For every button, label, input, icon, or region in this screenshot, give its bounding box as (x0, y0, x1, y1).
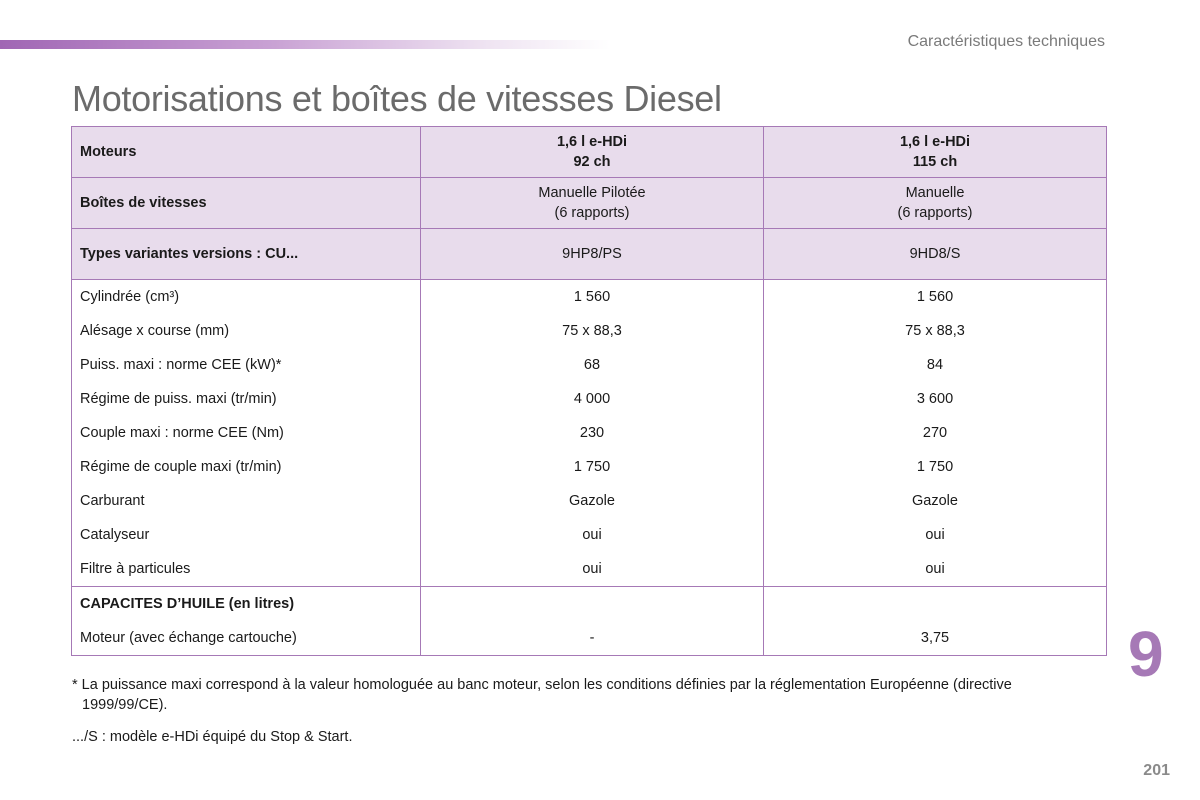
header-cell: 1,6 l e-HDi 92 ch (420, 126, 764, 178)
table-cell: 1 750 (763, 450, 1107, 484)
header-accent-bar (0, 40, 610, 49)
table-cell: 84 (763, 348, 1107, 382)
table-cell: - (420, 621, 764, 656)
row-label: Cylindrée (cm³) (71, 279, 421, 314)
table-cell: 230 (420, 416, 764, 450)
row-label: Carburant (71, 484, 421, 518)
header-cell-line: (6 rapports) (897, 205, 973, 221)
header-cell-line: 1,6 l e-HDi (556, 134, 628, 150)
header-cell-line: 92 ch (573, 154, 611, 170)
table-cell: oui (420, 552, 764, 587)
table-cell: oui (420, 518, 764, 552)
table-cell: 1 750 (420, 450, 764, 484)
row-label: Moteurs (71, 126, 421, 178)
table-cell: 75 x 88,3 (420, 314, 764, 348)
table-header-row: Boîtes de vitesses Manuelle Pilotée (6 r… (71, 177, 1107, 229)
table-cell: Gazole (420, 484, 764, 518)
chapter-number: 9 (1128, 618, 1164, 690)
table-cell: oui (763, 518, 1107, 552)
row-label: Couple maxi : norme CEE (Nm) (71, 416, 421, 450)
table-row: Régime de couple maxi (tr/min) 1 750 1 7… (71, 450, 1107, 484)
row-label: Régime de puiss. maxi (tr/min) (71, 382, 421, 416)
table-cell: 68 (420, 348, 764, 382)
table-cell: 3 600 (763, 382, 1107, 416)
header-cell: 1,6 l e-HDi 115 ch (763, 126, 1107, 178)
row-label: Puiss. maxi : norme CEE (kW)* (71, 348, 421, 382)
row-label: Alésage x course (mm) (71, 314, 421, 348)
header-cell-line: 1,6 l e-HDi (899, 134, 971, 150)
page-number: 201 (1143, 762, 1170, 779)
table-cell (420, 586, 764, 621)
footnote-power: * La puissance maxi correspond à la vale… (72, 675, 1092, 715)
header-cell: Manuelle (6 rapports) (763, 177, 1107, 229)
row-label: Boîtes de vitesses (71, 177, 421, 229)
table-cell: Gazole (763, 484, 1107, 518)
table-cell: 3,75 (763, 621, 1107, 656)
header-cell: 9HD8/S (763, 228, 1107, 280)
specs-table: Moteurs 1,6 l e-HDi 92 ch 1,6 l e-HDi 11… (71, 126, 1107, 656)
table-row: Catalyseur oui oui (71, 518, 1107, 552)
section-label: Caractéristiques techniques (907, 33, 1105, 50)
table-cell: 75 x 88,3 (763, 314, 1107, 348)
table-header-row: Types variantes versions : CU... 9HP8/PS… (71, 228, 1107, 280)
row-label: Filtre à particules (71, 552, 421, 587)
table-row: Carburant Gazole Gazole (71, 484, 1107, 518)
footnote-stop-start: .../S : modèle e-HDi équipé du Stop & St… (72, 729, 353, 745)
table-cell: oui (763, 552, 1107, 587)
header-cell: Manuelle Pilotée (6 rapports) (420, 177, 764, 229)
oil-section-heading: CAPACITES D’HUILE (en litres) (71, 586, 421, 621)
table-row: Cylindrée (cm³) 1 560 1 560 (71, 279, 1107, 314)
table-cell: 4 000 (420, 382, 764, 416)
header-cell-line: (6 rapports) (554, 205, 630, 221)
table-cell: 270 (763, 416, 1107, 450)
header-cell: 9HP8/PS (420, 228, 764, 280)
header-cell-line: Manuelle Pilotée (538, 185, 646, 201)
table-row: Moteur (avec échange cartouche) - 3,75 (71, 621, 1107, 656)
footnote-line: 1999/99/CE). (82, 697, 168, 713)
table-cell: 1 560 (763, 279, 1107, 314)
table-row: Filtre à particules oui oui (71, 552, 1107, 587)
oil-section-heading-row: CAPACITES D’HUILE (en litres) (71, 586, 1107, 621)
header-cell-line: 115 ch (912, 154, 958, 170)
table-header-row: Moteurs 1,6 l e-HDi 92 ch 1,6 l e-HDi 11… (71, 126, 1107, 178)
row-label: Régime de couple maxi (tr/min) (71, 450, 421, 484)
table-row: Couple maxi : norme CEE (Nm) 230 270 (71, 416, 1107, 450)
row-label: Types variantes versions : CU... (71, 228, 421, 280)
table-row: Régime de puiss. maxi (tr/min) 4 000 3 6… (71, 382, 1107, 416)
table-cell (763, 586, 1107, 621)
header-cell-line: Manuelle (905, 185, 965, 201)
row-label: Moteur (avec échange cartouche) (71, 621, 421, 656)
table-row: Puiss. maxi : norme CEE (kW)* 68 84 (71, 348, 1107, 382)
footnote-line: * La puissance maxi correspond à la vale… (72, 677, 1012, 693)
table-cell: 1 560 (420, 279, 764, 314)
page-title: Motorisations et boîtes de vitesses Dies… (72, 78, 722, 119)
row-label: Catalyseur (71, 518, 421, 552)
table-row: Alésage x course (mm) 75 x 88,3 75 x 88,… (71, 314, 1107, 348)
